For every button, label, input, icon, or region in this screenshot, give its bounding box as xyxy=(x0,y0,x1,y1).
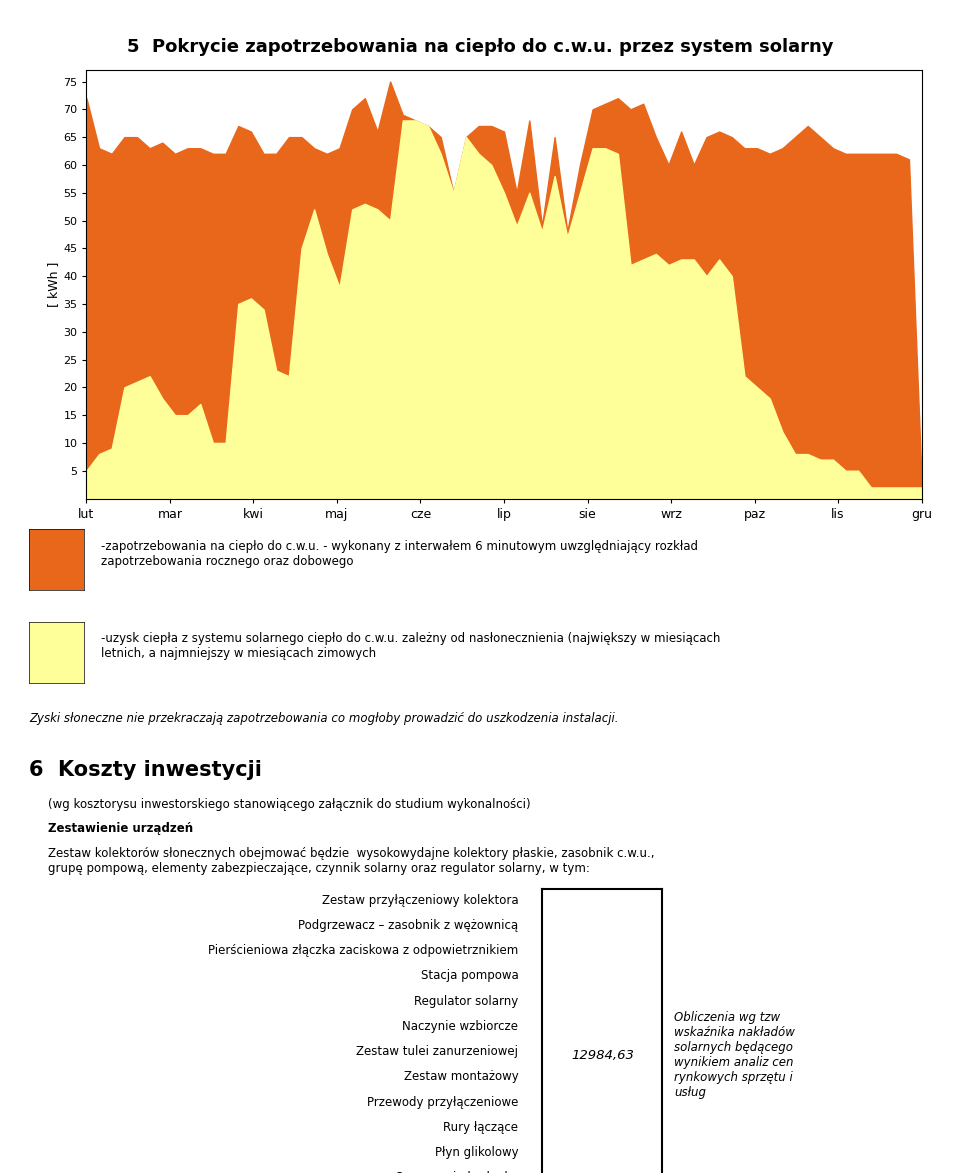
Y-axis label: [ kWh ]: [ kWh ] xyxy=(47,262,60,307)
Text: 12984,63: 12984,63 xyxy=(571,1049,634,1062)
Text: Regulator solarny: Regulator solarny xyxy=(414,995,518,1008)
Text: Rury łączące: Rury łączące xyxy=(444,1121,518,1134)
Text: Zestaw tulei zanurzeniowej: Zestaw tulei zanurzeniowej xyxy=(356,1045,518,1058)
Text: Podgrzewacz – zasobnik z wężownicą: Podgrzewacz – zasobnik z wężownicą xyxy=(299,920,518,933)
Text: Zestawienie urządzeń: Zestawienie urządzeń xyxy=(48,822,193,835)
Text: Zestaw przyłączeniowy kolektora: Zestaw przyłączeniowy kolektora xyxy=(322,894,518,907)
Text: Zestaw kolektorów słonecznych obejmować będzie  wysokowydajne kolektory płaskie,: Zestaw kolektorów słonecznych obejmować … xyxy=(48,847,655,875)
Text: Zestaw montażowy: Zestaw montażowy xyxy=(403,1071,518,1084)
Text: Naczynie wzbiorcze: Naczynie wzbiorcze xyxy=(402,1021,518,1033)
Text: Przewody przyłączeniowe: Przewody przyłączeniowe xyxy=(367,1096,518,1108)
Text: Obliczenia wg tzw
wskaźnika nakładów
solarnych będącego
wynikiem analiz cen
rynk: Obliczenia wg tzw wskaźnika nakładów sol… xyxy=(674,1011,795,1099)
Text: -zapotrzebowania na ciepło do c.w.u. - wykonany z interwałem 6 minutowym uwzględ: -zapotrzebowania na ciepło do c.w.u. - w… xyxy=(101,540,698,568)
Text: Zyski słoneczne nie przekraczają zapotrzebowania co mogłoby prowadzić do uszkodz: Zyski słoneczne nie przekraczają zapotrz… xyxy=(29,712,618,725)
Text: Pierścieniowa złączka zaciskowa z odpowietrznikiem: Pierścieniowa złączka zaciskowa z odpowi… xyxy=(208,944,518,957)
Text: 5  Pokrycie zapotrzebowania na ciepło do c.w.u. przez system solarny: 5 Pokrycie zapotrzebowania na ciepło do … xyxy=(127,38,833,55)
Text: (wg kosztorysu inwestorskiego stanowiącego załącznik do studium wykonalności): (wg kosztorysu inwestorskiego stanowiące… xyxy=(48,798,531,811)
Text: Orurowanie budynku: Orurowanie budynku xyxy=(395,1171,518,1173)
Text: Płyn glikolowy: Płyn glikolowy xyxy=(435,1146,518,1159)
Text: 6  Koszty inwestycji: 6 Koszty inwestycji xyxy=(29,760,262,780)
Text: -uzysk ciepła z systemu solarnego ciepło do c.w.u. zależny od nasłonecznienia (n: -uzysk ciepła z systemu solarnego ciepło… xyxy=(101,632,720,660)
Text: Stacja pompowa: Stacja pompowa xyxy=(420,970,518,983)
